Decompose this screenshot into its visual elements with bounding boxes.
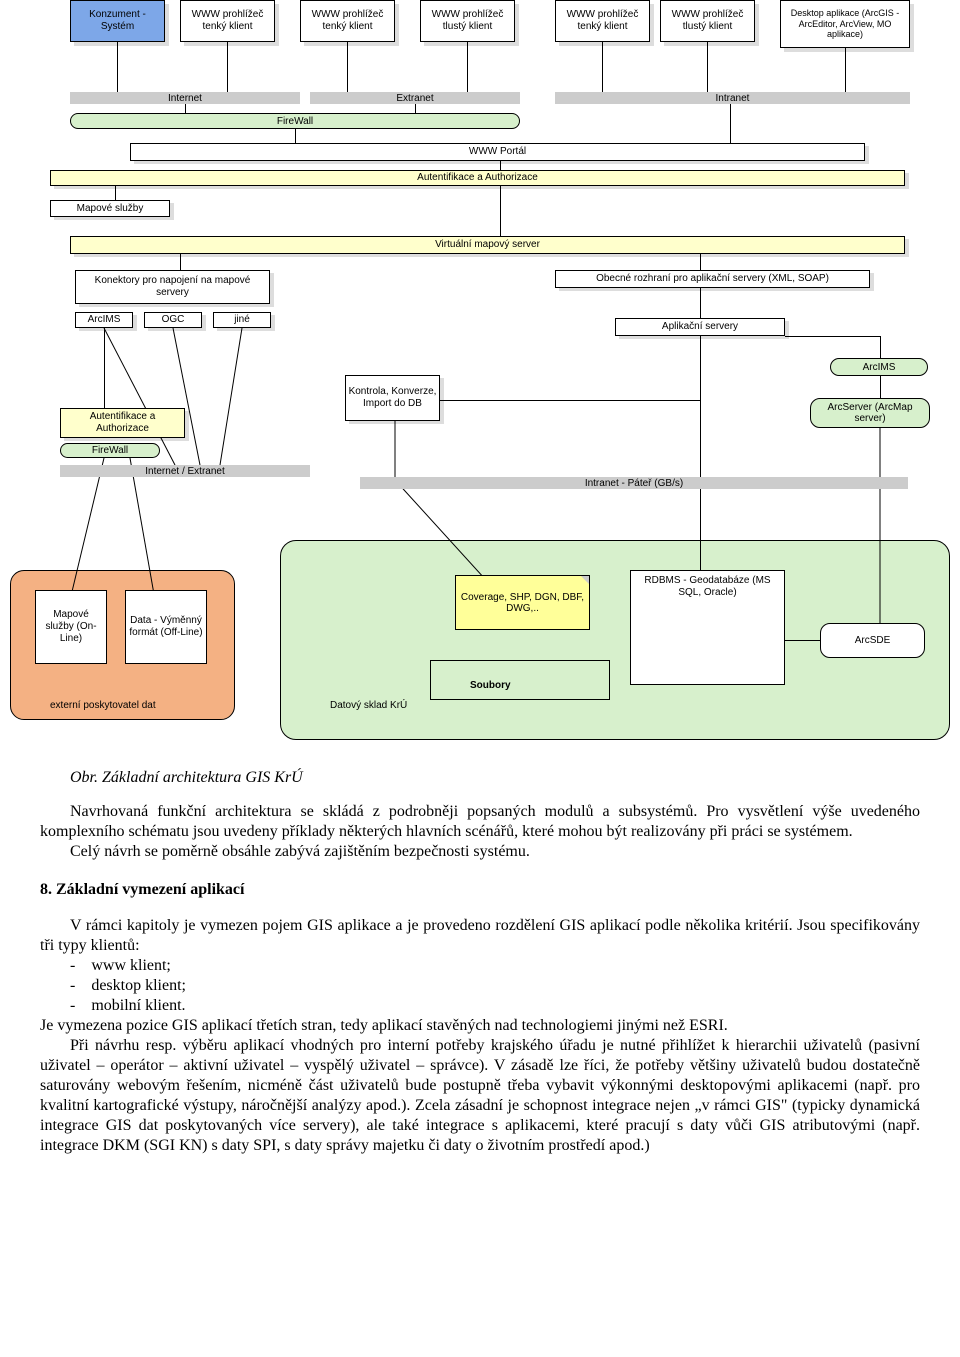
box-jine-sub: jiné bbox=[213, 312, 271, 328]
box-ext-map: Mapové služby (On-Line) bbox=[35, 590, 107, 664]
label-external-provider: externí poskytovatel dat bbox=[50, 700, 156, 711]
pill-arcserver: ArcServer (ArcMap server) bbox=[810, 398, 930, 428]
figure-caption: Obr. Základní architektura GIS KrÚ bbox=[70, 768, 920, 788]
paragraph-1b: Celý návrh se poměrně obsáhle zabývá zaj… bbox=[40, 842, 920, 862]
architecture-diagram: Konzument - Systém WWW prohlížeč tenký k… bbox=[0, 0, 960, 750]
pill-arcims: ArcIMS bbox=[830, 358, 928, 376]
box-rdbms: RDBMS - Geodatabáze (MS SQL, Oracle) bbox=[630, 570, 785, 685]
pill-arcsde: ArcSDE bbox=[820, 623, 925, 658]
paragraph-1: Navrhovaná funkční architektura se sklád… bbox=[40, 802, 920, 842]
box-konzument: Konzument - Systém bbox=[70, 0, 165, 42]
box-ext-data: Data - Výměnný formát (Off-Line) bbox=[125, 590, 207, 664]
paragraph-2: V rámci kapitoly je vymezen pojem GIS ap… bbox=[40, 916, 920, 956]
pill-firewall2: FireWall bbox=[60, 443, 160, 458]
label-soubory: Soubory bbox=[470, 680, 511, 691]
box-www4: WWW prohlížeč tenký klient bbox=[555, 0, 650, 42]
box-www1: WWW prohlížeč tenký klient bbox=[180, 0, 275, 42]
box-www3: WWW prohlížeč tlustý klient bbox=[420, 0, 515, 42]
paragraph-3: Je vymezena pozice GIS aplikací třetích … bbox=[40, 1016, 920, 1036]
box-ogc-sub: OGC bbox=[144, 312, 202, 328]
box-soubory-frame bbox=[430, 660, 610, 700]
note-coverage: Coverage, SHP, DGN, DBF, DWG,.. bbox=[455, 575, 590, 630]
label-warehouse: Datový sklad KrÚ bbox=[330, 700, 407, 711]
box-arcims-sub: ArcIMS bbox=[75, 312, 133, 328]
bullet-2: - desktop klient; bbox=[70, 976, 920, 996]
box-app-servers: Aplikační servery bbox=[615, 318, 785, 336]
bar-intranet-pater: Intranet - Páteř (GB/s) bbox=[360, 477, 908, 489]
bar-internet-extranet: Internet / Extranet bbox=[60, 465, 310, 477]
bullet-1: - www klient; bbox=[70, 956, 920, 976]
bar-intranet: Intranet bbox=[555, 92, 910, 104]
heading-8: 8. Základní vymezení aplikací bbox=[40, 880, 920, 900]
bar-internet: Internet bbox=[70, 92, 300, 104]
box-auth: Autentifikace a Authorizace bbox=[50, 170, 905, 186]
box-www-portal: WWW Portál bbox=[130, 143, 865, 161]
box-www5: WWW prohlížeč tlustý klient bbox=[660, 0, 755, 42]
box-auth2: Autentifikace a Authorizace bbox=[60, 408, 185, 438]
bullet-3: - mobilní klient. bbox=[70, 996, 920, 1016]
box-control: Kontrola, Konverze, Import do DB bbox=[345, 375, 440, 421]
box-www2: WWW prohlížeč tenký klient bbox=[300, 0, 395, 42]
bar-extranet: Extranet bbox=[310, 92, 520, 104]
pill-firewall: FireWall bbox=[70, 113, 520, 129]
paragraph-4: Při návrhu resp. výběru aplikací vhodnýc… bbox=[40, 1036, 920, 1156]
box-api: Obecné rozhraní pro aplikační servery (X… bbox=[555, 270, 870, 288]
box-desktop: Desktop aplikace (ArcGIS - ArcEditor, Ar… bbox=[780, 0, 910, 48]
box-map-services: Mapové služby bbox=[50, 200, 170, 217]
document-text: Obr. Základní architektura GIS KrÚ Navrh… bbox=[0, 750, 960, 1176]
box-connectors: Konektory pro napojení na mapové servery bbox=[75, 270, 270, 304]
box-vms: Virtuální mapový server bbox=[70, 236, 905, 254]
